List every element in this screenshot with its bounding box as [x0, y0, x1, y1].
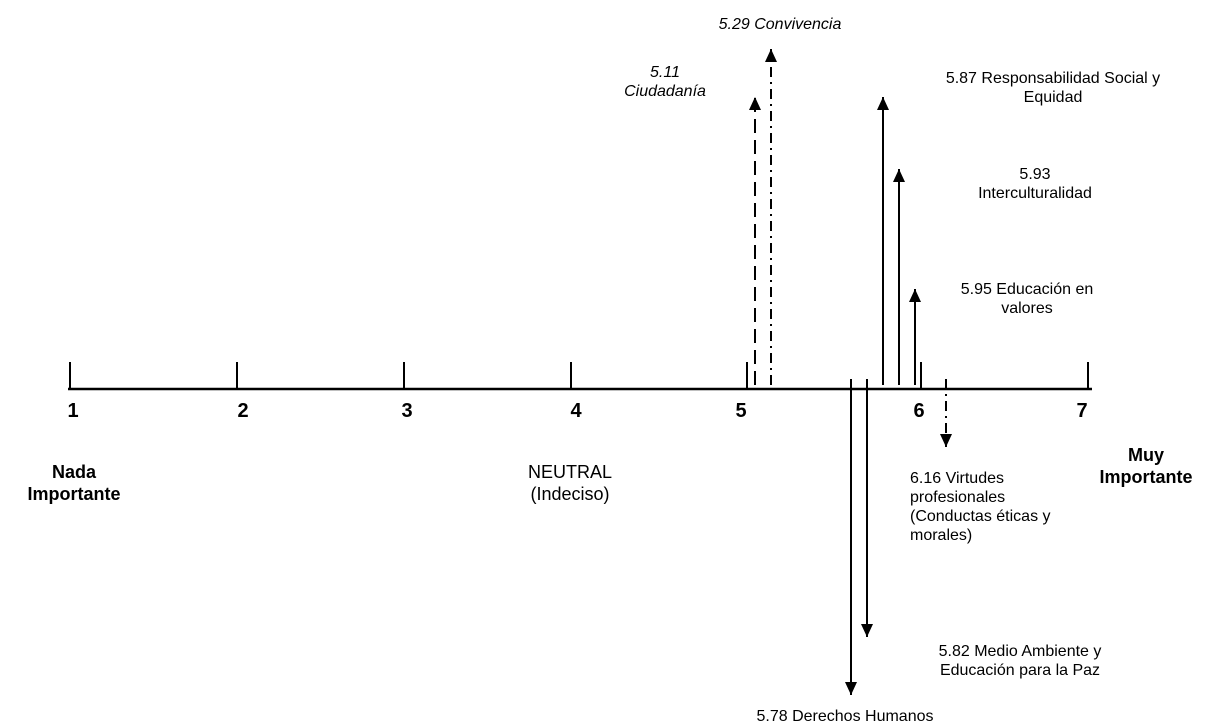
neutral-label: NEUTRAL (Indeciso)	[505, 461, 635, 505]
item-label-interculturalidad-line-1: 5.93	[1019, 166, 1051, 183]
arrowhead-5.11	[749, 97, 761, 110]
left-pole-line-2: Importante	[27, 484, 121, 504]
item-label-responsabilidad: 5.87 Responsabilidad Social y Equidad	[908, 69, 1198, 107]
item-label-medio-ambiente-line-1: 5.82 Medio Ambiente y	[938, 643, 1102, 660]
tick-label-4: 4	[570, 400, 582, 422]
item-label-ciudadania-line-2: Ciudadanía	[624, 83, 706, 100]
tick-label-5: 5	[735, 400, 747, 422]
item-label-virtudes-line-1: 6.16 Virtudes	[910, 470, 1004, 487]
neutral-line-1: NEUTRAL	[527, 462, 612, 482]
arrowhead-5.87	[877, 97, 889, 110]
tick-label-3: 3	[401, 400, 413, 422]
arrowhead-5.82	[861, 624, 873, 637]
item-label-derechos-humanos-line-1: 5.78 Derechos Humanos	[756, 708, 934, 725]
item-label-virtudes-line-4: morales)	[910, 527, 973, 544]
arrowhead-6.16	[940, 434, 952, 447]
left-pole-line-1: Nada	[51, 462, 96, 482]
item-label-ciudadania: 5.11 Ciudadanía	[600, 63, 730, 101]
neutral-line-2: (Indeciso)	[530, 484, 610, 504]
right-pole-line-1: Muy	[1128, 445, 1164, 465]
item-label-medio-ambiente: 5.82 Medio Ambiente y Educación para la …	[900, 642, 1140, 680]
item-label-valores: 5.95 Educación en valores	[932, 280, 1122, 318]
item-label-virtudes-line-3: (Conductas éticas y	[910, 508, 1051, 525]
arrowhead-5.95	[909, 289, 921, 302]
tick-label-7: 7	[1076, 400, 1088, 422]
right-pole-label: Muy Importante	[1082, 444, 1210, 488]
item-label-medio-ambiente-line-2: Educación para la Paz	[939, 662, 1101, 679]
item-label-virtudes: 6.16 Virtudes profesionales (Conductas é…	[910, 469, 1110, 545]
item-label-responsabilidad-line-2: Equidad	[1023, 89, 1083, 106]
item-label-valores-line-2: valores	[1001, 300, 1053, 317]
arrowhead-5.93	[893, 169, 905, 182]
tick-label-6: 6	[913, 400, 925, 422]
tick-label-2: 2	[237, 400, 249, 422]
tick-label-1: 1	[67, 400, 79, 422]
left-pole-label: Nada Importante	[8, 461, 140, 505]
item-label-interculturalidad: 5.93 Interculturalidad	[950, 165, 1120, 203]
arrowhead-5.78	[845, 682, 857, 695]
arrowhead-5.29	[765, 49, 777, 62]
right-pole-line-2: Importante	[1099, 467, 1193, 487]
item-label-ciudadania-line-1: 5.11	[650, 64, 680, 81]
item-label-valores-line-1: 5.95 Educación en	[960, 281, 1094, 298]
item-label-virtudes-line-2: profesionales	[910, 489, 1006, 506]
item-label-convivencia-line-1: 5.29 Convivencia	[718, 16, 842, 33]
item-label-interculturalidad-line-2: Interculturalidad	[978, 185, 1092, 202]
item-label-responsabilidad-line-1: 5.87 Responsabilidad Social y	[945, 70, 1161, 87]
item-label-convivencia: 5.29 Convivencia	[690, 15, 870, 34]
item-label-derechos-humanos: 5.78 Derechos Humanos	[745, 707, 945, 726]
